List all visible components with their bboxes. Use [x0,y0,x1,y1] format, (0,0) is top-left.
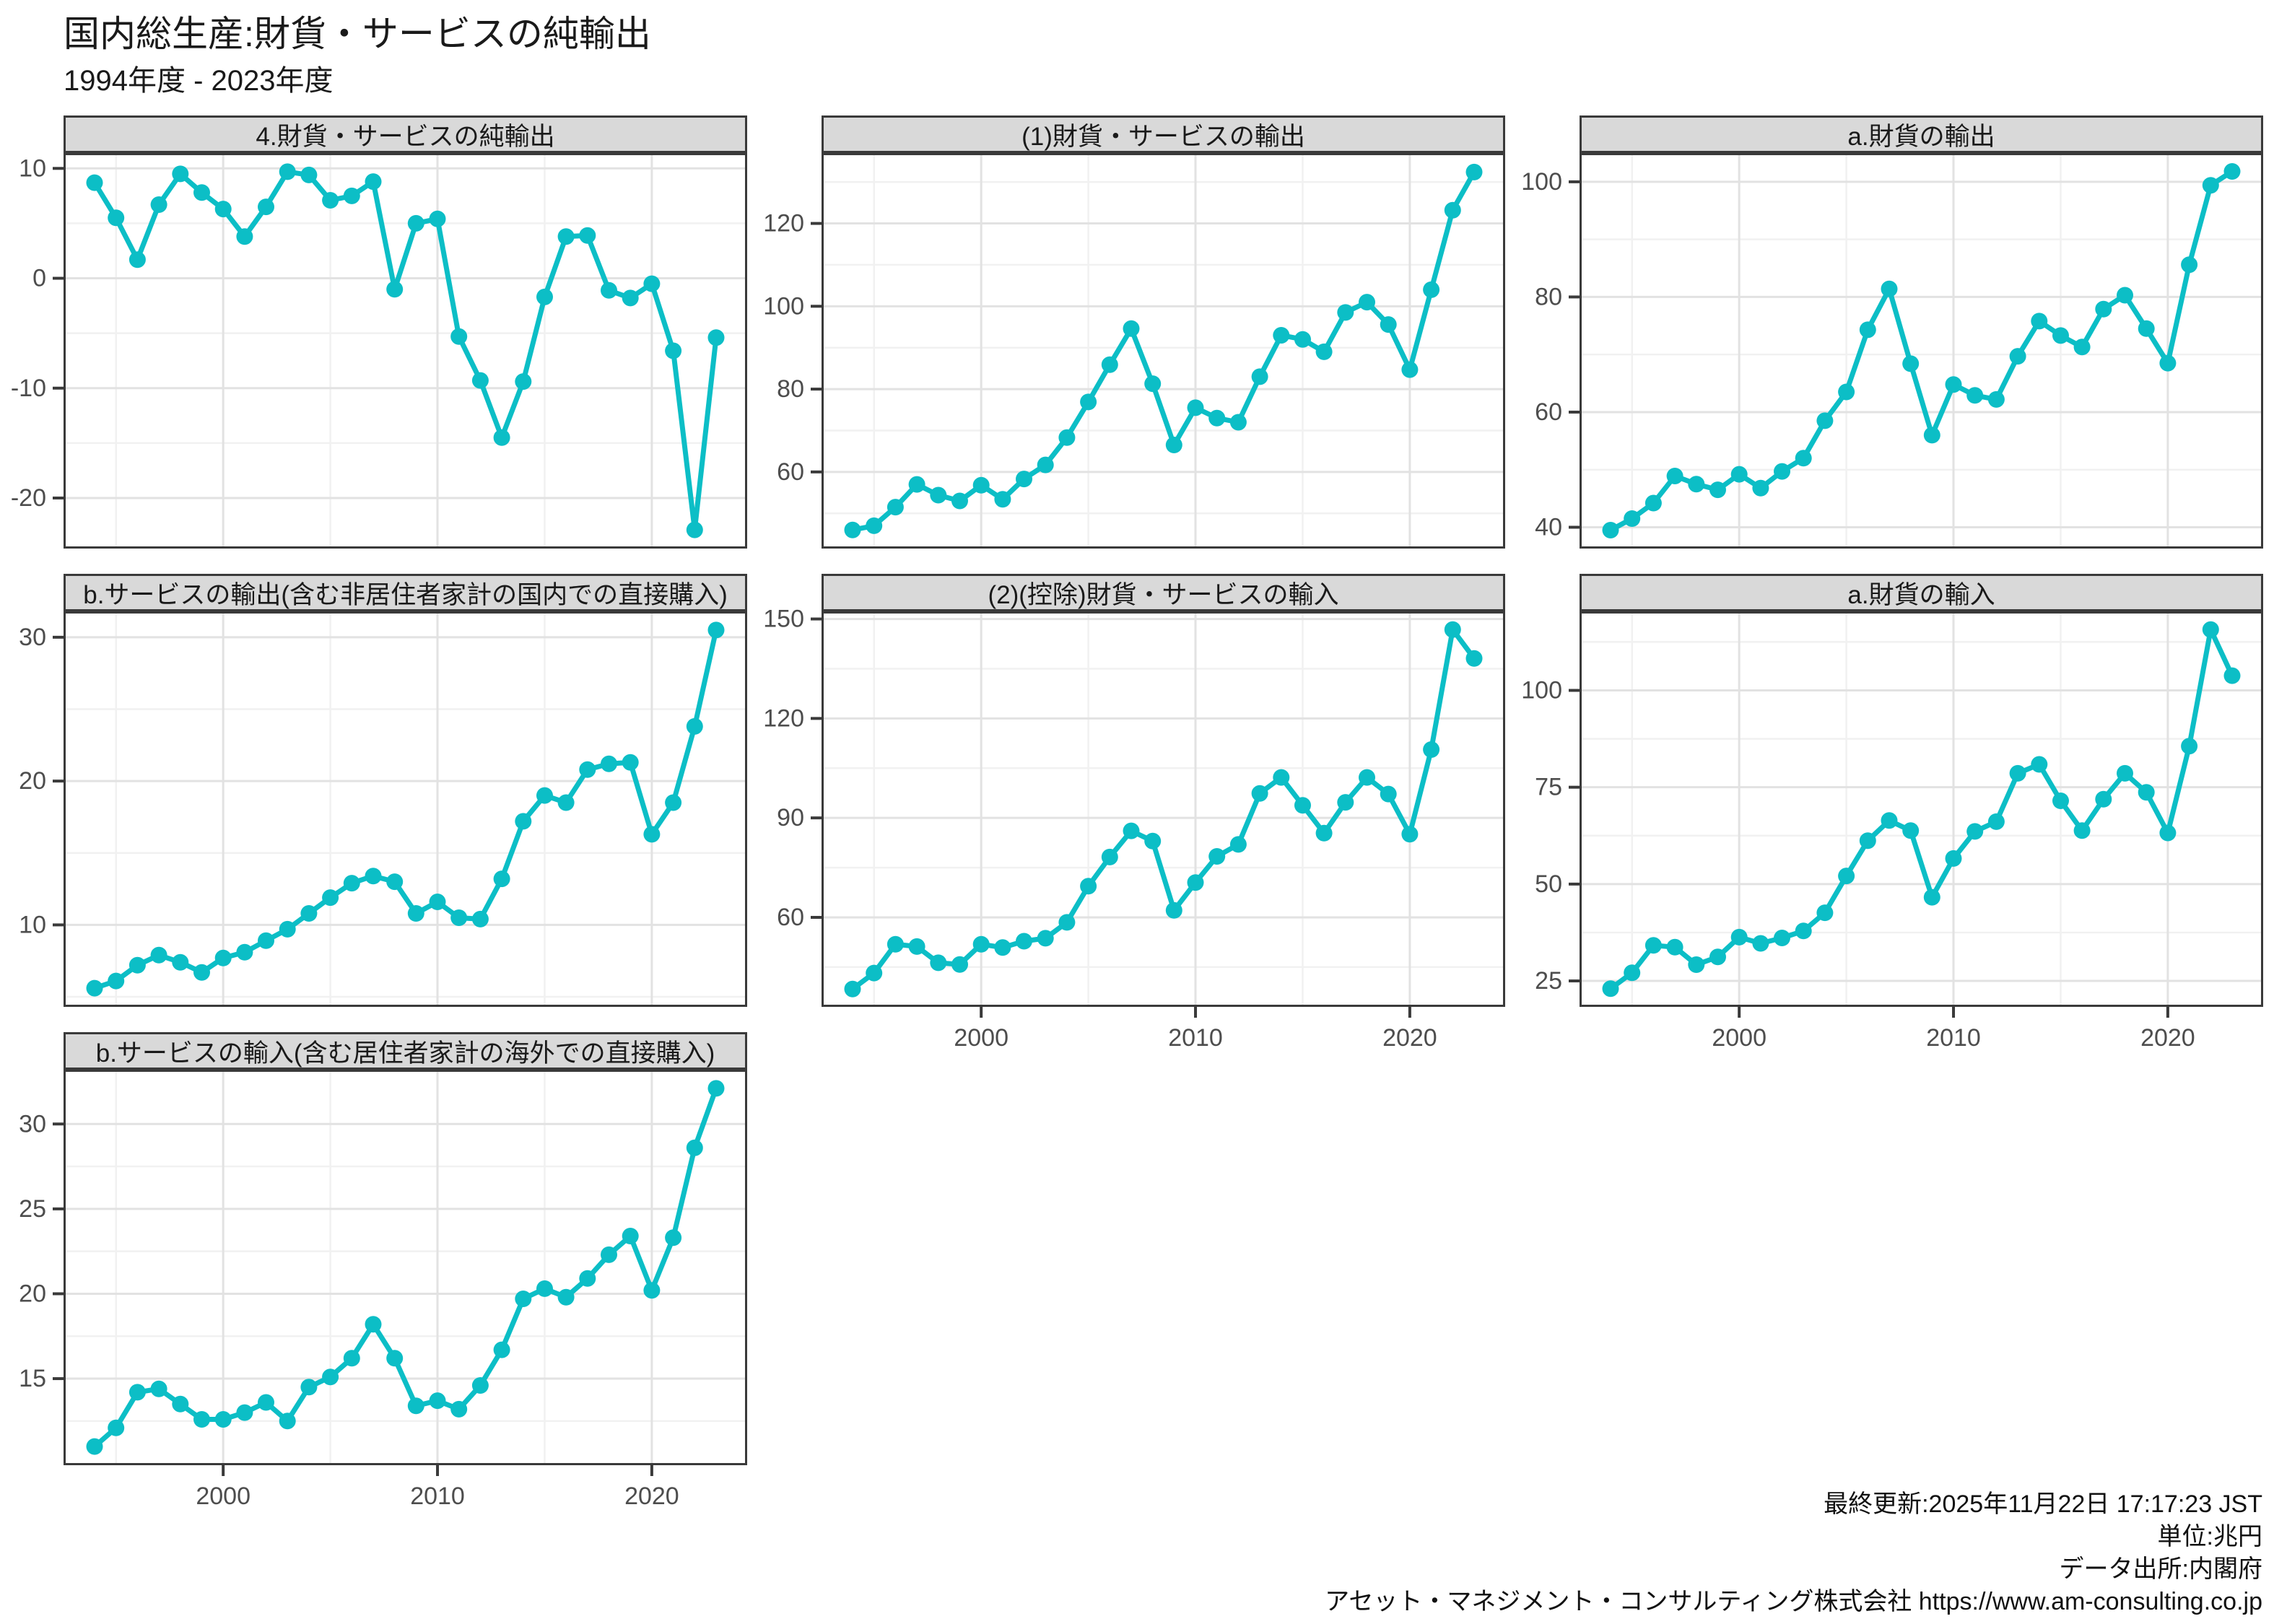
facet-strip: a.財貨の輸入 [1580,574,2263,611]
page-footer: 最終更新:2025年11月22日 17:17:23 JST 単位:兆円 データ出… [1325,1488,2262,1618]
svg-text:2010: 2010 [1168,1024,1223,1052]
chart-title: 国内総生産:財貨・サービスの純輸出 [64,14,651,54]
line-chart: 100 80 60 40 [1521,153,2263,549]
facet-strip-label: (1)財貨・サービスの輸出 [1021,122,1305,151]
line-chart: 10 0 -10 -20 [11,153,747,549]
chart-subtitle: 1994年度 - 2023年度 [64,65,334,97]
svg-text:100: 100 [1521,676,1562,704]
svg-text:2020: 2020 [624,1483,679,1510]
svg-text:60: 60 [777,904,804,931]
facet-strip-label: b.サービスの輸入(含む居住者家計の海外での直接購入) [95,1039,715,1068]
svg-text:20: 20 [19,1280,46,1307]
svg-text:60: 60 [1535,398,1562,426]
svg-text:2020: 2020 [1382,1024,1437,1052]
svg-text:2020: 2020 [2140,1024,2195,1052]
facet-strip-label: a.財貨の輸出 [1847,122,1995,151]
svg-text:80: 80 [777,375,804,403]
footer-unit: 単位:兆円 [2157,1523,2262,1550]
svg-text:30: 30 [19,624,46,651]
facet-strip: b.サービスの輸出(含む非居住者家計の国内での直接購入) [64,574,747,611]
line-chart: 30 25 20 15 2000 2010 2020 [19,1070,747,1510]
line-chart: 30 20 10 [19,611,747,1007]
svg-text:60: 60 [777,458,804,486]
facet-strip: 4.財貨・サービスの純輸出 [64,115,747,153]
facet-exports-goods: a.財貨の輸出 100 80 60 40 [1521,115,2263,549]
svg-text:75: 75 [1535,774,1562,801]
svg-text:2010: 2010 [1926,1024,1981,1052]
svg-text:2000: 2000 [954,1024,1009,1052]
svg-text:-10: -10 [11,375,46,402]
facet-imports-goods: a.財貨の輸入 100 75 50 25 2000 2010 2020 [1521,574,2263,1052]
svg-text:120: 120 [763,704,804,732]
facet-strip: b.サービスの輸入(含む居住者家計の海外での直接購入) [64,1032,747,1070]
svg-text:30: 30 [19,1110,46,1138]
svg-text:150: 150 [763,606,804,633]
svg-text:-20: -20 [11,484,46,512]
facet-strip: (1)財貨・サービスの輸出 [822,115,1505,153]
line-chart: 120 100 80 60 [763,153,1505,549]
svg-text:40: 40 [1535,513,1562,541]
facet-strip: (2)(控除)財貨・サービスの輸入 [822,574,1505,611]
facet-strip-label: 4.財貨・サービスの純輸出 [256,122,555,151]
facet-grid: 4.財貨・サービスの純輸出 10 0 -10 -20 (1)財貨・サービスの輸出 12… [11,115,2274,1510]
svg-text:80: 80 [1535,283,1562,310]
facet-strip: a.財貨の輸出 [1580,115,2263,153]
svg-text:25: 25 [19,1195,46,1223]
facet-exports-services: b.サービスの輸出(含む非居住者家計の国内での直接購入) 30 20 10 [14,574,747,1007]
svg-text:2010: 2010 [410,1483,465,1510]
svg-text:90: 90 [777,804,804,831]
footer-data-source: データ出所:内閣府 [2059,1555,2262,1583]
svg-text:2000: 2000 [1712,1024,1767,1052]
facet-imports-services: b.サービスの輸入(含む居住者家計の海外での直接購入) 30 25 20 15 2000… [14,1032,747,1510]
page-header: 国内総生産:財貨・サービスの純輸出 1994年度 - 2023年度 [0,0,2274,98]
svg-text:10: 10 [19,154,46,182]
svg-text:10: 10 [19,911,46,938]
footer-company-url: アセット・マネジメント・コンサルティング株式会社 https://www.am-… [1325,1588,2262,1615]
facet-imports-goods-services: (2)(控除)財貨・サービスの輸入 150 120 90 60 2000 2010 2020 [763,574,1505,1052]
line-chart: 100 75 50 25 2000 2010 2020 [1521,611,2263,1052]
line-chart: 150 120 90 60 2000 2010 2020 [763,606,1505,1052]
svg-text:120: 120 [763,210,804,237]
svg-text:0: 0 [32,265,46,292]
facet-strip-label: (2)(控除)財貨・サービスの輸入 [988,580,1339,609]
svg-text:100: 100 [763,292,804,320]
svg-text:100: 100 [1521,168,1562,196]
facet-net-exports: 4.財貨・サービスの純輸出 10 0 -10 -20 [11,115,747,549]
svg-text:25: 25 [1535,967,1562,995]
facet-exports-goods-services: (1)財貨・サービスの輸出 120 100 80 60 [763,115,1505,549]
facet-strip-label: a.財貨の輸入 [1847,580,1995,609]
footer-last-updated: 最終更新:2025年11月22日 17:17:23 JST [1824,1490,2262,1518]
svg-text:2000: 2000 [196,1483,251,1510]
svg-text:20: 20 [19,767,46,795]
svg-text:50: 50 [1535,870,1562,898]
svg-text:15: 15 [19,1365,46,1392]
facet-strip-label: b.サービスの輸出(含む非居住者家計の国内での直接購入) [83,580,728,609]
